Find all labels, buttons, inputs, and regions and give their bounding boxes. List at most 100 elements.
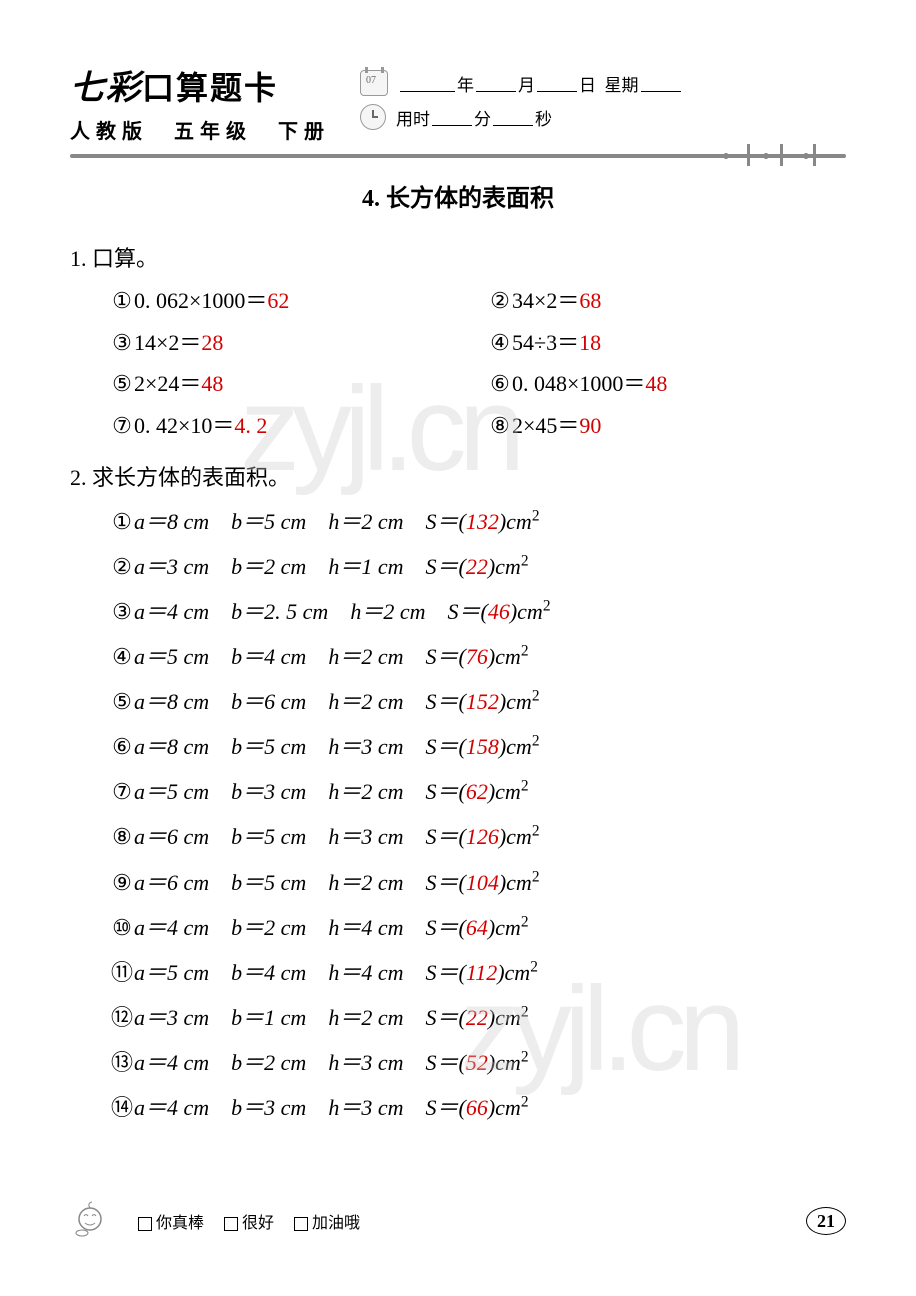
row-b: b＝5 cm [231,824,306,849]
q2-row: ⑫a＝3 cm b＝1 cm h＝2 cm S＝(22)cm2 [110,995,846,1040]
row-num: ⑬ [110,1040,134,1085]
row-s: S＝(104)cm2 [426,870,540,895]
q2-row: ⑬a＝4 cm b＝2 cm h＝3 cm S＝(52)cm2 [110,1040,846,1085]
q1-item: ⑥0. 048×1000＝48 [488,363,846,405]
row-num: ⑥ [110,724,134,769]
row-a: a＝8 cm [134,689,209,714]
brand-suffix: 口算题卡 [142,70,278,106]
page-footer: 你真棒很好加油哦 21 [70,1201,846,1241]
row-answer: 152 [466,689,499,714]
q2-row: ⑪a＝5 cm b＝4 cm h＝4 cm S＝(112)cm2 [110,950,846,995]
row-num: ① [110,499,134,544]
row-s: S＝(132)cm2 [426,509,540,534]
item-answer: 18 [579,330,601,355]
item-expr: 34×2＝ [512,288,579,313]
row-answer: 22 [466,1005,488,1030]
row-answer: 126 [466,824,499,849]
row-a: a＝5 cm [134,960,209,985]
item-num: ② [488,280,512,322]
calendar-icon [360,70,388,96]
check-option[interactable]: 你真棒 [138,1215,204,1232]
q1-grid: ①0. 062×1000＝62②34×2＝68③14×2＝28④54÷3＝18⑤… [110,280,846,447]
q1-item: ④54÷3＝18 [488,322,846,364]
checkbox-icon[interactable] [138,1217,152,1231]
row-a: a＝4 cm [134,599,209,624]
blank-minute[interactable] [432,108,472,126]
footer-checks: 你真棒 很好 加油哦 [70,1201,380,1241]
row-s: S＝(158)cm2 [426,734,540,759]
row-a: a＝3 cm [134,554,209,579]
check-label: 很好 [242,1215,274,1232]
row-b: b＝6 cm [231,689,306,714]
item-expr: 0. 42×10＝ [134,413,234,438]
row-h: h＝3 cm [328,1050,403,1075]
row-answer: 104 [466,870,499,895]
row-a: a＝5 cm [134,644,209,669]
row-num: ⑪ [110,950,134,995]
blank-weekday[interactable] [641,74,681,92]
item-answer: 90 [579,413,601,438]
check-option[interactable]: 加油哦 [294,1215,360,1232]
row-answer: 22 [466,554,488,579]
q2-row: ⑭a＝4 cm b＝3 cm h＝3 cm S＝(66)cm2 [110,1085,846,1130]
row-s: S＝(76)cm2 [426,644,529,669]
row-b: b＝5 cm [231,509,306,534]
question-2: 2. 求长方体的表面积。 ①a＝8 cm b＝5 cm h＝2 cm S＝(13… [70,457,846,1130]
row-h: h＝2 cm [328,870,403,895]
item-num: ⑦ [110,405,134,447]
blank-year[interactable] [400,74,455,92]
row-a: a＝3 cm [134,1005,209,1030]
checkbox-icon[interactable] [224,1217,238,1231]
row-h: h＝2 cm [328,644,403,669]
item-expr: 2×45＝ [512,413,579,438]
row-num: ④ [110,634,134,679]
row-h: h＝4 cm [328,915,403,940]
header-divider [70,154,846,158]
blank-day[interactable] [537,74,577,92]
item-num: ① [110,280,134,322]
row-a: a＝4 cm [134,1095,209,1120]
date-block: 年 月 日 星期 用时 分 秒 [360,60,683,138]
row-s: S＝(52)cm2 [426,1050,529,1075]
row-h: h＝3 cm [328,824,403,849]
item-expr: 0. 062×1000＝ [134,288,267,313]
q1-item: ⑦0. 42×10＝4. 2 [110,405,468,447]
row-b: b＝4 cm [231,644,306,669]
brand-prefix: 七彩 [70,70,142,107]
row-b: b＝5 cm [231,870,306,895]
question-1: 1. 口算。 ①0. 062×1000＝62②34×2＝68③14×2＝28④5… [70,238,846,447]
row-b: b＝2 cm [231,915,306,940]
item-answer: 62 [267,288,289,313]
q1-item: ③14×2＝28 [110,322,468,364]
row-h: h＝3 cm [328,1095,403,1120]
label-time: 用时 [396,105,430,130]
row-answer: 132 [466,509,499,534]
item-expr: 14×2＝ [134,330,201,355]
checkbox-icon[interactable] [294,1217,308,1231]
row-b: b＝3 cm [231,779,306,804]
brand-block: 七彩口算题卡 人教版 五年级 下册 [70,60,330,144]
label-second: 秒 [535,105,552,130]
blank-second[interactable] [493,108,533,126]
row-h: h＝1 cm [328,554,403,579]
row-num: ⑧ [110,814,134,859]
item-answer: 28 [201,330,223,355]
label-weekday: 星期 [605,71,639,96]
blank-month[interactable] [476,74,516,92]
row-s: S＝(62)cm2 [426,779,529,804]
row-s: S＝(22)cm2 [426,554,529,579]
row-a: a＝4 cm [134,1050,209,1075]
row-b: b＝2 cm [231,554,306,579]
label-year: 年 [457,71,474,96]
check-label: 你真棒 [156,1215,204,1232]
q2-list: ①a＝8 cm b＝5 cm h＝2 cm S＝(132)cm2②a＝3 cm … [110,499,846,1130]
check-label: 加油哦 [312,1215,360,1232]
check-option[interactable]: 很好 [224,1215,274,1232]
row-h: h＝2 cm [350,599,425,624]
brand-subtitle: 人教版 五年级 下册 [70,115,330,144]
row-a: a＝6 cm [134,824,209,849]
row-num: ⑦ [110,769,134,814]
row-b: b＝4 cm [231,960,306,985]
q2-row: ③a＝4 cm b＝2. 5 cm h＝2 cm S＝(46)cm2 [110,589,846,634]
row-answer: 52 [466,1050,488,1075]
